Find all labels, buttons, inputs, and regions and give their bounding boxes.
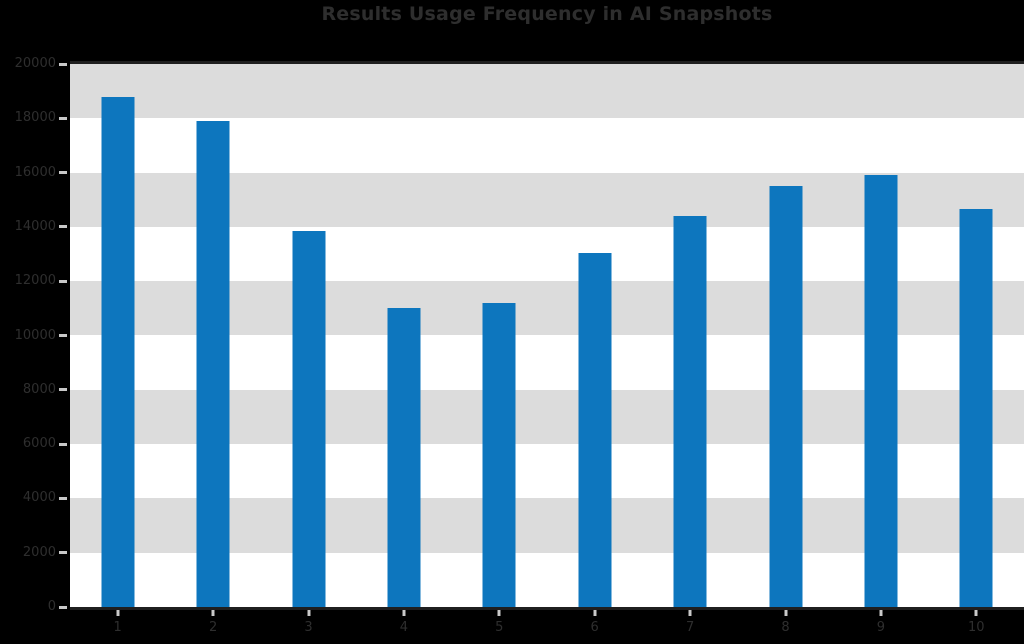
chart-title: Results Usage Frequency in AI Snapshots — [321, 3, 773, 25]
x-tick-label: 7 — [685, 620, 695, 635]
y-tick-label: 12000 — [14, 273, 56, 289]
y-tick-label: 8000 — [22, 381, 56, 397]
grid-band — [70, 64, 1024, 119]
chart-bar — [673, 216, 707, 607]
x-tick-label: 6 — [590, 620, 599, 635]
y-tick-mark — [59, 279, 67, 283]
y-tick-mark — [59, 116, 67, 120]
y-tick-mark — [59, 551, 67, 555]
y-tick-label: 6000 — [22, 436, 56, 452]
y-tick-label: 20000 — [14, 56, 56, 71]
x-tick-mark — [497, 610, 501, 616]
x-tick-label: 10 — [968, 620, 985, 635]
y-tick-mark — [59, 442, 67, 446]
y-tick-label: 2000 — [22, 544, 56, 560]
y-tick-mark — [59, 388, 67, 392]
chart-bar — [101, 96, 135, 607]
chart-bar — [292, 230, 325, 607]
x-tick-label: 3 — [304, 620, 313, 635]
y-tick-mark — [59, 171, 67, 175]
y-tick-mark — [59, 334, 67, 337]
x-tick-mark — [593, 610, 597, 616]
x-tick-mark — [211, 610, 215, 616]
y-tick-label: 4000 — [22, 490, 56, 506]
y-tick-mark — [59, 605, 67, 609]
y-tick-label: 14000 — [14, 218, 56, 234]
y-tick-label: 16000 — [14, 164, 56, 180]
y-tick-label: 0 — [47, 599, 56, 614]
y-tick-mark — [59, 62, 67, 66]
chart-bar — [769, 186, 802, 607]
x-tick-mark — [402, 610, 406, 616]
y-tick-mark — [59, 225, 67, 229]
chart-bar — [196, 121, 230, 607]
plot-area — [70, 61, 1024, 610]
x-tick-mark — [974, 610, 978, 616]
x-tick-label: 5 — [495, 620, 504, 635]
x-tick-mark — [688, 610, 692, 616]
x-tick-label: 1 — [113, 620, 122, 635]
x-tick-label: 8 — [781, 620, 790, 635]
x-tick-label: 4 — [399, 620, 409, 635]
y-tick-label: 10000 — [14, 327, 56, 343]
x-tick-mark — [784, 610, 787, 616]
y-tick-label: 18000 — [14, 110, 56, 126]
x-tick-mark — [116, 610, 120, 616]
chart-bar — [482, 302, 516, 607]
x-tick-mark — [307, 610, 310, 616]
x-tick-label: 2 — [208, 620, 218, 635]
x-tick-mark — [879, 610, 883, 616]
chart-bar — [387, 308, 421, 607]
chart-bar — [864, 175, 898, 607]
chart-bar — [959, 209, 993, 607]
y-tick-mark — [59, 496, 67, 500]
x-tick-label: 9 — [876, 620, 886, 635]
chart-bar — [578, 252, 612, 607]
